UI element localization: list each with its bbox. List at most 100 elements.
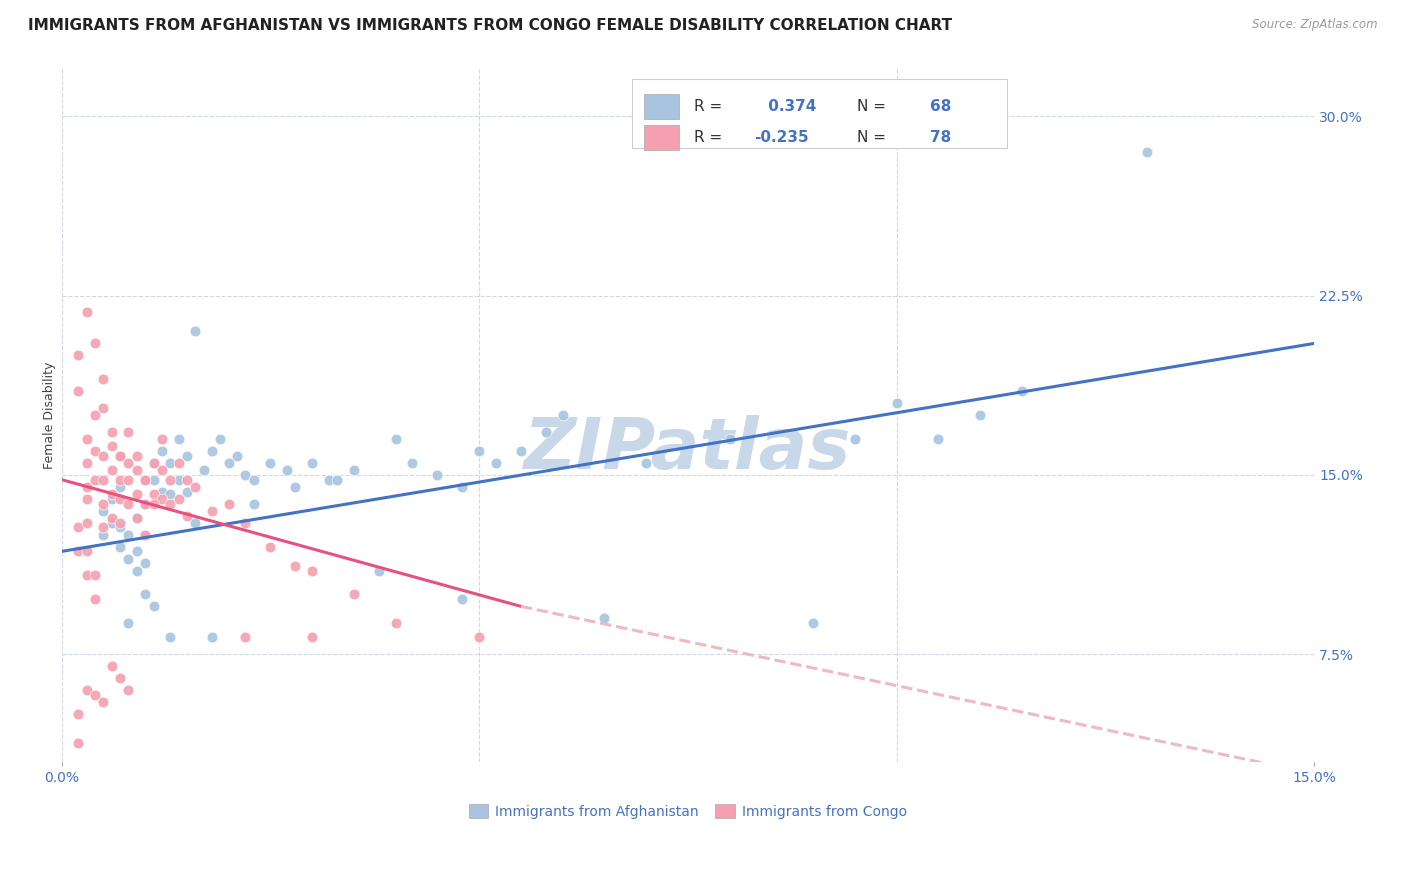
Point bbox=[184, 516, 207, 530]
Point bbox=[134, 527, 156, 541]
Bar bbox=[631, 78, 1007, 148]
Point bbox=[84, 336, 107, 351]
Point bbox=[134, 473, 156, 487]
Point bbox=[927, 432, 949, 446]
Point bbox=[125, 544, 148, 558]
Point bbox=[134, 587, 156, 601]
Point bbox=[100, 487, 122, 501]
Point bbox=[93, 504, 115, 518]
Point bbox=[384, 616, 406, 631]
Point bbox=[93, 473, 115, 487]
Point bbox=[201, 631, 224, 645]
Point bbox=[235, 631, 257, 645]
Point bbox=[76, 568, 98, 582]
Point bbox=[301, 564, 323, 578]
Point bbox=[108, 491, 131, 506]
Point bbox=[801, 616, 824, 631]
Point bbox=[284, 480, 307, 494]
Point bbox=[93, 695, 115, 709]
Point bbox=[159, 487, 181, 501]
Point bbox=[76, 305, 98, 319]
Point bbox=[551, 408, 574, 422]
Point bbox=[150, 432, 173, 446]
Point bbox=[485, 456, 508, 470]
Point bbox=[67, 384, 90, 399]
Point bbox=[117, 456, 139, 470]
Point bbox=[167, 491, 190, 506]
Point bbox=[209, 432, 232, 446]
Point bbox=[242, 497, 264, 511]
Point bbox=[100, 439, 122, 453]
Point bbox=[142, 599, 165, 614]
Point bbox=[93, 449, 115, 463]
Point bbox=[117, 473, 139, 487]
Point bbox=[235, 516, 257, 530]
Point bbox=[509, 444, 531, 458]
Point bbox=[76, 544, 98, 558]
Point bbox=[84, 568, 107, 582]
Point bbox=[142, 497, 165, 511]
Point bbox=[150, 444, 173, 458]
Point bbox=[117, 551, 139, 566]
Point bbox=[142, 487, 165, 501]
Point bbox=[468, 444, 491, 458]
Point bbox=[108, 449, 131, 463]
Point bbox=[886, 396, 908, 410]
Point bbox=[176, 449, 198, 463]
Point bbox=[259, 540, 281, 554]
Point bbox=[108, 516, 131, 530]
Point bbox=[134, 497, 156, 511]
Point bbox=[235, 467, 257, 482]
Point bbox=[117, 425, 139, 439]
Bar bbox=[644, 95, 679, 120]
Point bbox=[318, 473, 340, 487]
Point bbox=[167, 473, 190, 487]
Point bbox=[218, 497, 240, 511]
Point bbox=[108, 449, 131, 463]
Point bbox=[100, 516, 122, 530]
Point bbox=[718, 432, 741, 446]
Point bbox=[593, 611, 616, 625]
Point bbox=[468, 631, 491, 645]
Point bbox=[125, 463, 148, 477]
Point bbox=[142, 456, 165, 470]
Point bbox=[108, 520, 131, 534]
Point bbox=[93, 497, 115, 511]
Text: 0.374: 0.374 bbox=[763, 99, 817, 114]
Text: 68: 68 bbox=[929, 99, 950, 114]
Point bbox=[134, 497, 156, 511]
Point bbox=[76, 480, 98, 494]
Point bbox=[384, 432, 406, 446]
Point bbox=[100, 491, 122, 506]
Point bbox=[451, 592, 474, 607]
Point bbox=[117, 683, 139, 698]
Point bbox=[76, 491, 98, 506]
Point bbox=[150, 463, 173, 477]
Point bbox=[176, 508, 198, 523]
Point bbox=[326, 473, 349, 487]
Point bbox=[401, 456, 423, 470]
Point bbox=[259, 456, 281, 470]
Point bbox=[176, 473, 198, 487]
Point bbox=[117, 527, 139, 541]
Point bbox=[84, 592, 107, 607]
Point bbox=[67, 348, 90, 362]
Point bbox=[125, 564, 148, 578]
Point bbox=[844, 432, 866, 446]
Text: N =: N = bbox=[858, 99, 891, 114]
Text: N =: N = bbox=[858, 130, 891, 145]
Point bbox=[201, 444, 224, 458]
Text: R =: R = bbox=[695, 130, 727, 145]
Point bbox=[150, 491, 173, 506]
Point bbox=[134, 527, 156, 541]
Point bbox=[76, 683, 98, 698]
Point bbox=[125, 511, 148, 525]
Point bbox=[193, 463, 215, 477]
Point bbox=[1136, 145, 1159, 160]
Point bbox=[284, 558, 307, 573]
Point bbox=[100, 425, 122, 439]
Text: IMMIGRANTS FROM AFGHANISTAN VS IMMIGRANTS FROM CONGO FEMALE DISABILITY CORRELATI: IMMIGRANTS FROM AFGHANISTAN VS IMMIGRANT… bbox=[28, 18, 952, 33]
Point bbox=[534, 425, 557, 439]
Point bbox=[969, 408, 991, 422]
Point bbox=[226, 449, 249, 463]
